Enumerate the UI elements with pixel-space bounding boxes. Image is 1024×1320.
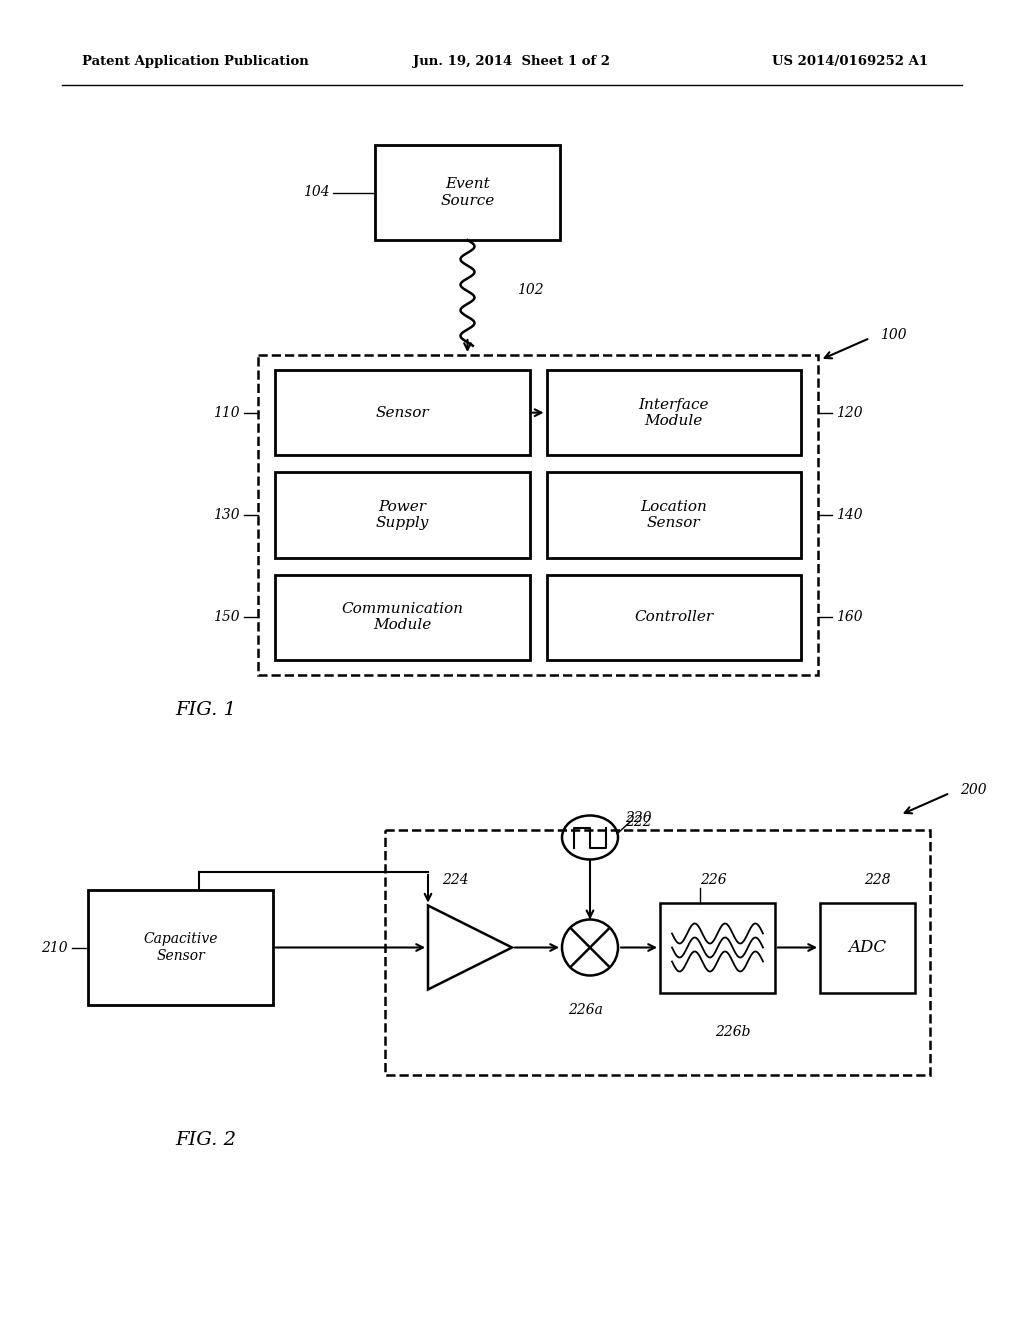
Text: 200: 200 (961, 783, 987, 797)
Text: Sensor: Sensor (376, 405, 429, 420)
Text: ADC: ADC (849, 939, 887, 956)
Text: 222: 222 (625, 816, 651, 829)
Bar (385, 830, 930, 1074)
Bar (88, 890, 273, 1005)
Text: Location
Sensor: Location Sensor (640, 500, 708, 531)
Text: 226b: 226b (715, 1026, 751, 1040)
Text: 228: 228 (864, 873, 891, 887)
Text: 220: 220 (625, 810, 651, 825)
Text: FIG. 2: FIG. 2 (175, 1131, 236, 1148)
Bar (275, 574, 529, 660)
Text: Event
Source: Event Source (440, 177, 495, 207)
Bar (547, 574, 801, 660)
Text: US 2014/0169252 A1: US 2014/0169252 A1 (772, 55, 928, 69)
Text: 100: 100 (880, 327, 906, 342)
Bar (547, 473, 801, 557)
Bar (275, 473, 529, 557)
Bar (660, 903, 775, 993)
Text: Capacitive
Sensor: Capacitive Sensor (143, 932, 218, 962)
Text: Jun. 19, 2014  Sheet 1 of 2: Jun. 19, 2014 Sheet 1 of 2 (414, 55, 610, 69)
Text: Patent Application Publication: Patent Application Publication (82, 55, 308, 69)
Bar (275, 370, 529, 455)
Bar (375, 145, 560, 240)
Bar (547, 370, 801, 455)
Text: 104: 104 (303, 186, 330, 199)
Text: 226a: 226a (567, 1002, 602, 1016)
Text: Power
Supply: Power Supply (376, 500, 429, 531)
Text: 150: 150 (213, 610, 240, 624)
Text: 226: 226 (700, 873, 727, 887)
Text: 210: 210 (41, 940, 68, 954)
Bar (820, 903, 915, 993)
Text: Interface
Module: Interface Module (639, 397, 709, 428)
Text: 110: 110 (213, 405, 240, 420)
Text: 130: 130 (213, 508, 240, 521)
Text: 140: 140 (836, 508, 862, 521)
Text: Controller: Controller (634, 610, 714, 624)
Text: FIG. 1: FIG. 1 (175, 701, 236, 719)
Text: 160: 160 (836, 610, 862, 624)
Text: Communication
Module: Communication Module (341, 602, 463, 632)
Text: 224: 224 (441, 873, 468, 887)
Text: 102: 102 (517, 282, 544, 297)
Text: 120: 120 (836, 405, 862, 420)
Bar (258, 355, 818, 675)
